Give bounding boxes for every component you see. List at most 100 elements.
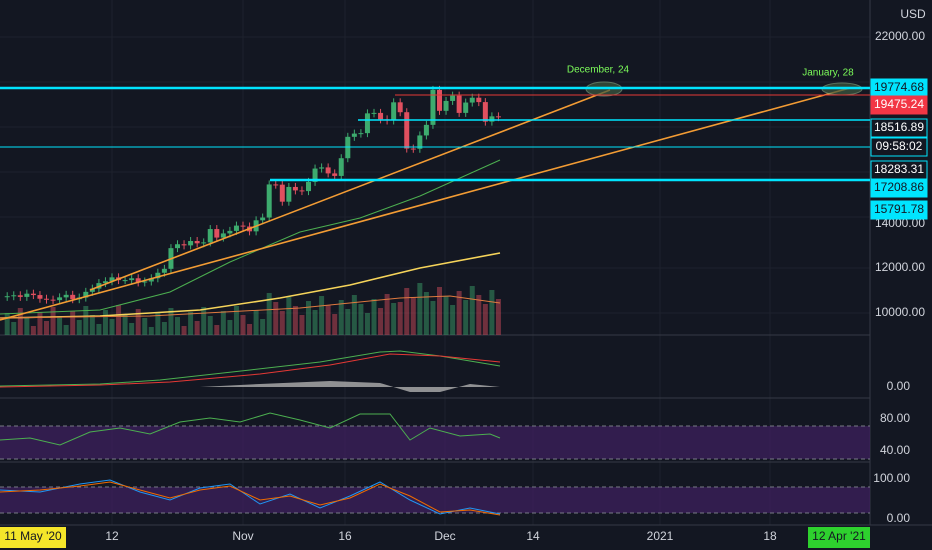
volume-bar: [364, 313, 370, 335]
volume-bar: [188, 312, 194, 335]
candle-body: [489, 116, 495, 122]
currency-label: USD: [900, 7, 926, 21]
price-tag-label: 19475.24: [874, 97, 924, 111]
candle-body: [319, 167, 325, 169]
volume-bar: [4, 313, 10, 335]
volume-bar: [266, 293, 272, 335]
candle-body: [332, 173, 338, 176]
candle-body: [161, 268, 167, 273]
volume-bar: [306, 301, 311, 335]
candle-body: [292, 186, 298, 191]
candle-body: [148, 278, 154, 282]
volume-bar: [273, 302, 279, 335]
volume-bar: [155, 313, 161, 335]
date-label: 16: [338, 529, 352, 543]
volume-bar: [181, 326, 187, 335]
ma-50: [0, 159, 501, 315]
indicator-label: 0.00: [887, 379, 911, 393]
volume-bar: [233, 306, 239, 335]
range-start: 11 May '20: [4, 529, 62, 543]
volume-bar: [57, 316, 63, 335]
candle-body: [194, 241, 200, 244]
candle-body: [378, 112, 384, 120]
candle-body: [312, 168, 318, 182]
candle-body: [30, 293, 36, 296]
volume-bar: [96, 324, 102, 335]
candle-body: [430, 89, 436, 125]
range-end-tag: [808, 527, 870, 548]
range-start-tag: [0, 527, 66, 548]
candle-body: [70, 294, 76, 300]
volume-bar: [456, 291, 462, 335]
date-label: Dec: [434, 529, 455, 543]
volume-bar: [430, 301, 436, 335]
volume: [4, 283, 501, 335]
date-label: Nov: [232, 529, 253, 543]
volume-bar: [371, 299, 377, 335]
volume-bar: [404, 288, 410, 335]
volume-bar: [476, 295, 482, 335]
volume-bar: [24, 317, 30, 335]
volume-bar: [325, 305, 331, 335]
volume-bar: [129, 323, 135, 335]
candle-body: [188, 241, 194, 246]
annotation: January, 28: [802, 68, 854, 79]
volume-bar: [83, 306, 89, 335]
volume-bar: [37, 312, 43, 335]
volume-bar: [240, 315, 246, 335]
candle-body: [63, 294, 69, 298]
volume-bar: [391, 303, 397, 335]
candle-body: [469, 97, 475, 103]
volume-bar: [319, 296, 325, 335]
volume-bar: [63, 325, 69, 335]
volume-bar: [279, 311, 285, 335]
volume-bar: [44, 321, 49, 335]
candle-body: [109, 277, 115, 282]
price-tag-label: 15791.78: [874, 202, 924, 216]
candle-body: [102, 281, 108, 284]
candle-body: [135, 278, 141, 283]
candle-body: [358, 133, 364, 135]
volume-bar: [207, 316, 213, 335]
candle-body: [227, 230, 233, 234]
volume-bar: [17, 308, 23, 335]
stoch-d: [0, 481, 501, 516]
price-tag: [870, 200, 928, 220]
volume-bar: [116, 305, 122, 335]
volume-bar: [70, 311, 76, 335]
candle-body: [207, 229, 213, 243]
volume-bar: [469, 286, 475, 335]
volume-bar: [338, 300, 344, 335]
price-tag-label: 17208.86: [874, 180, 924, 194]
volume-bar: [109, 319, 115, 335]
candle-body: [338, 158, 344, 176]
macd-line: [0, 350, 501, 387]
candle-body: [4, 296, 10, 298]
indicator-label: 40.00: [880, 443, 910, 457]
candle-body: [423, 124, 429, 136]
indicator-label: 100.00: [873, 471, 910, 485]
price-label: 22000.00: [875, 29, 925, 43]
price-axis: 22000.00 14000.00 12000.00 10000.00 19774.68…: [0, 29, 928, 548]
date-label: 14: [526, 529, 540, 543]
volume-bar: [194, 321, 200, 335]
annotation: December, 24: [567, 65, 630, 76]
volume-bar: [489, 290, 495, 335]
candle-body: [214, 229, 220, 238]
candle-body: [351, 133, 357, 137]
candle-body: [155, 272, 161, 279]
volume-bar: [102, 310, 108, 335]
candle-body: [44, 298, 49, 300]
volume-bar: [384, 294, 390, 335]
price-label: 10000.00: [875, 305, 925, 319]
volume-bar: [286, 297, 292, 335]
indicator-label: 0.00: [887, 511, 911, 525]
volume-bar: [312, 310, 318, 335]
candle-body: [142, 281, 148, 283]
volume-bar: [247, 324, 253, 335]
volume-bar: [175, 317, 180, 335]
candle-body: [476, 97, 482, 103]
price-tag: [870, 178, 928, 198]
candle-body: [299, 190, 305, 192]
